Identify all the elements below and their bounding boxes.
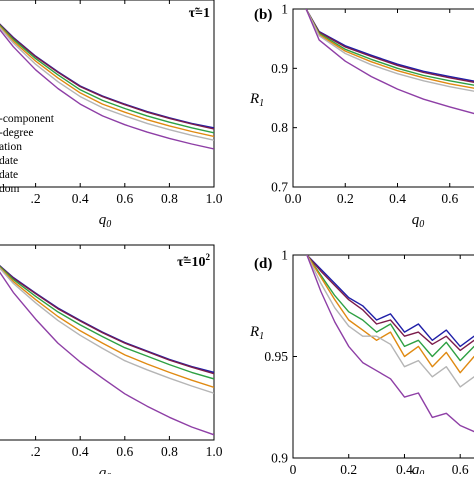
- series-line-4: [306, 255, 474, 374]
- y-tick-label: 0.8: [271, 120, 288, 135]
- series-line-6: [0, 271, 214, 436]
- series-line-6: [305, 9, 474, 115]
- series-line-1: [306, 255, 474, 348]
- tau-annotation: τ̃=102: [177, 252, 210, 270]
- legend-entry-2: -degree: [0, 127, 33, 139]
- panel-d: 0 0.2 0.4 0.6 0.9 0.95 1 q0 R1 (d): [249, 248, 474, 479]
- panel-b: 0.0 0.2 0.4 0.6 0.7 0.8 0.9 1 q0 R1 (b): [249, 2, 474, 230]
- series-line-1: [0, 23, 214, 129]
- y-tick-label: 1: [281, 248, 288, 263]
- series-line-4: [0, 266, 214, 388]
- x-tick-label: .2: [31, 444, 41, 459]
- y-tick-label: 1: [281, 2, 288, 17]
- series-line-1: [305, 9, 474, 82]
- legend-entry-5: date: [0, 169, 18, 181]
- panel-letter: (b): [254, 7, 272, 23]
- series-group-d: [306, 255, 474, 433]
- x-tick-label: 0.4: [389, 191, 406, 206]
- series-line-6: [0, 28, 214, 150]
- series-line-5: [0, 26, 214, 141]
- x-tick-label: 1.0: [206, 191, 223, 206]
- panel-a: .2 0.4 0.6 0.8 1.0 q0 τ̃=1 -component -degree ati…: [0, 0, 223, 230]
- panel-c: .2 0.4 0.6 0.8 1.0 q0 τ̃=102: [0, 244, 223, 479]
- y-tick-label: 0.7: [271, 180, 288, 195]
- series-group-c: [0, 264, 214, 436]
- x-tick-label: 1.0: [206, 444, 223, 459]
- axes-frame-d: [292, 254, 474, 459]
- series-line-6: [306, 255, 474, 433]
- x-tick-label: 0.6: [441, 191, 458, 206]
- series-line-5: [306, 255, 474, 388]
- x-tick-label: 0.8: [161, 191, 178, 206]
- series-line-2: [305, 9, 474, 83]
- x-tick-label: 0.4: [396, 462, 413, 474]
- x-tick-label: 0.2: [337, 191, 354, 206]
- y-axis-label: R1: [249, 324, 264, 342]
- x-tick-label: 0.6: [116, 191, 133, 206]
- series-line-3: [306, 255, 474, 362]
- x-tick-label: 0.2: [340, 462, 357, 474]
- legend-entry-3: ation: [0, 141, 22, 153]
- x-axis-label: q0: [99, 212, 112, 230]
- x-tick-label: .2: [31, 191, 41, 206]
- axes-frame-a: [0, 0, 215, 188]
- series-line-5: [0, 267, 214, 394]
- panel-letter: (d): [254, 256, 272, 272]
- legend: -component -degree ation date date dom: [0, 113, 55, 195]
- series-line-5: [305, 9, 474, 92]
- series-line-2: [306, 255, 474, 352]
- y-tick-label: 0.9: [271, 61, 288, 76]
- series-line-3: [305, 9, 474, 86]
- x-axis-label: q0: [412, 462, 425, 474]
- x-tick-label: 0.8: [161, 444, 178, 459]
- x-tick-label: 0: [290, 462, 297, 474]
- x-axis-label: q0: [412, 212, 425, 230]
- legend-entry-4: date: [0, 155, 18, 167]
- series-line-3: [0, 24, 214, 134]
- series-line-4: [305, 9, 474, 89]
- series-line-2: [0, 23, 214, 130]
- x-tick-label: 0.4: [72, 191, 89, 206]
- legend-entry-1: -component: [0, 113, 55, 125]
- series-line-3: [0, 265, 214, 380]
- x-tick-label: 0.0: [285, 191, 302, 206]
- series-line-2: [0, 265, 214, 375]
- x-axis-label: q0: [99, 465, 112, 474]
- x-tick-label: 0.6: [116, 444, 133, 459]
- legend-entry-6: dom: [0, 183, 20, 195]
- x-tick-label: 0.6: [452, 462, 469, 474]
- series-line-4: [0, 25, 214, 138]
- y-tick-label: 0.95: [264, 349, 288, 364]
- x-tick-label: 0.4: [72, 444, 89, 459]
- series-group-b: [305, 9, 474, 115]
- series-group-a: [0, 23, 214, 150]
- tau-annotation: τ̃=1: [189, 6, 210, 21]
- y-tick-label: 0.9: [271, 451, 288, 466]
- y-axis-label: R1: [249, 91, 264, 109]
- axes-frame-c: [0, 244, 215, 441]
